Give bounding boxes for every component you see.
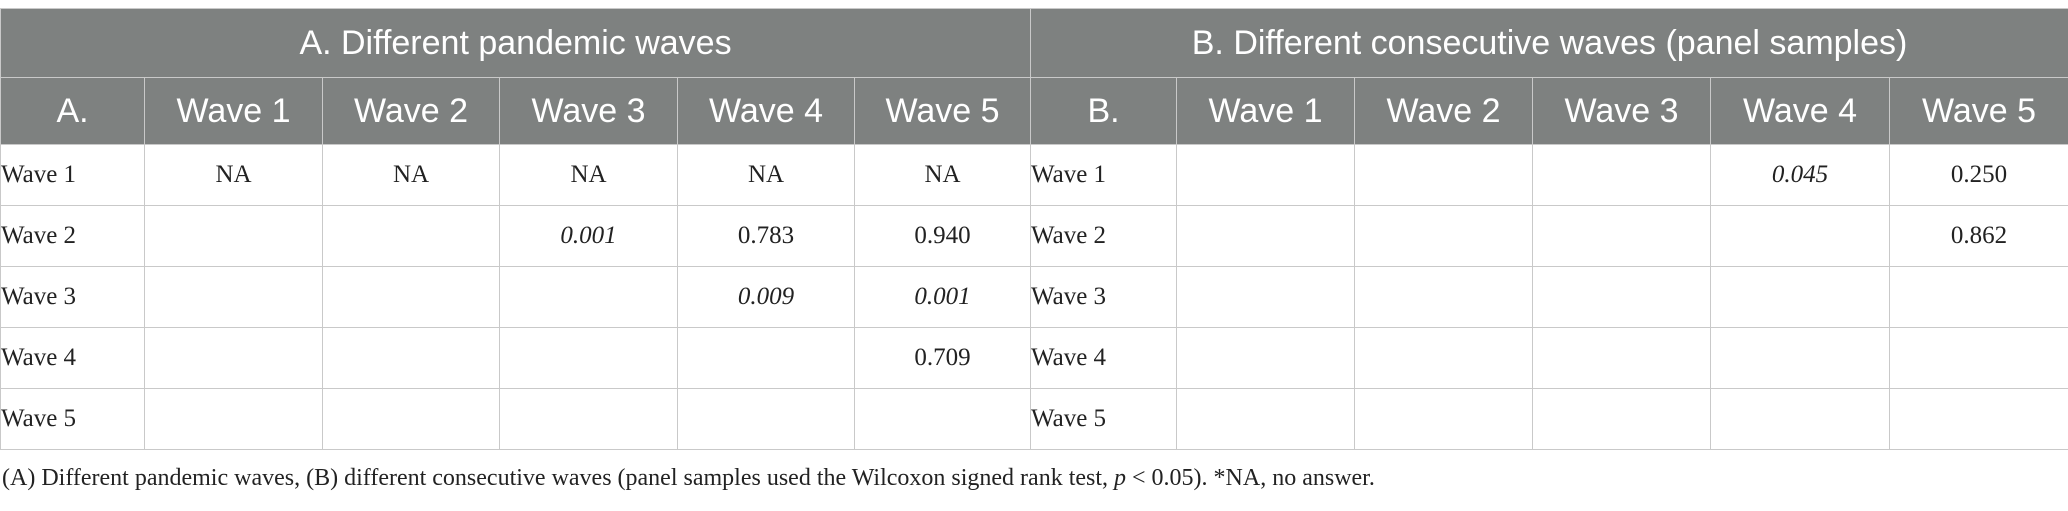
panel-a-col-wave-4: Wave 4: [677, 77, 855, 145]
panel-a-cell: [144, 327, 323, 389]
panel-a-cell: NA: [144, 144, 323, 206]
panel-a-cell: [322, 205, 500, 267]
panel-a-col-wave-3: Wave 3: [499, 77, 678, 145]
table-row: Wave 3 0.009 0.001 Wave 3: [0, 266, 2068, 328]
footnote-text-start: (A) Different pandemic waves, (B) differ…: [2, 465, 1115, 491]
column-header-row: A. Wave 1 Wave 2 Wave 3 Wave 4 Wave 5 B.…: [0, 77, 2068, 145]
panel-b-col-wave-4: Wave 4: [1710, 77, 1891, 145]
footnote-text-end: < 0.05). *NA, no answer.: [1126, 465, 1375, 491]
panel-a-cell: 0.001: [499, 205, 678, 267]
panel-b-cell: [1889, 266, 2068, 328]
panel-b-row-label: Wave 5: [1030, 388, 1178, 450]
panel-a-row-label: Wave 1: [0, 144, 145, 206]
panel-a-row-label: Wave 4: [0, 327, 145, 389]
panel-b-cell: [1176, 388, 1356, 450]
panel-a-title: A. Different pandemic waves: [0, 8, 1032, 78]
panel-b-title: B. Different consecutive waves (panel sa…: [1030, 8, 2068, 78]
panel-a-row-label: Wave 5: [0, 388, 145, 450]
panel-a-cell: NA: [677, 144, 855, 206]
panel-a-cell: [499, 327, 678, 389]
panel-b-cell: [1532, 144, 1712, 206]
footnote-p-symbol: p: [1114, 465, 1127, 491]
panel-b-row-label: Wave 2: [1030, 205, 1178, 267]
panel-a-cell: [322, 388, 500, 450]
panel-a-cell: [853, 388, 1032, 450]
panel-b-cell: [1532, 327, 1712, 389]
panel-b-cell: 0.862: [1889, 205, 2068, 267]
panel-a-cell: [677, 327, 855, 389]
panel-b-cell: [1176, 205, 1356, 267]
results-table: A. Different pandemic waves B. Different…: [0, 8, 2068, 450]
panel-a-col-wave-2: Wave 2: [322, 77, 500, 145]
table-row: Wave 5 Wave 5: [0, 388, 2068, 450]
panel-b-col-wave-5: Wave 5: [1889, 77, 2068, 145]
panel-b-col-wave-2: Wave 2: [1354, 77, 1534, 145]
panel-b-col-wave-3: Wave 3: [1532, 77, 1712, 145]
panel-b-cell: [1354, 327, 1534, 389]
table-row: Wave 2 0.001 0.783 0.940 Wave 2 0.862: [0, 205, 2068, 267]
panel-b-cell: 0.045: [1710, 144, 1891, 206]
panel-b-cell: [1710, 327, 1891, 389]
panel-b-cell: [1354, 144, 1534, 206]
panel-b-cell: [1176, 327, 1356, 389]
panel-a-cell: 0.709: [853, 327, 1032, 389]
panel-b-cell: [1354, 266, 1534, 328]
panel-b-cell: [1710, 266, 1891, 328]
panel-b-cell: [1710, 388, 1891, 450]
panel-b-row-label: Wave 4: [1030, 327, 1178, 389]
panel-a-row-label: Wave 2: [0, 205, 145, 267]
panel-a-cell: NA: [322, 144, 500, 206]
panel-a-cell: [144, 266, 323, 328]
panel-a-cell: [677, 388, 855, 450]
table-footnote: (A) Different pandemic waves, (B) differ…: [2, 465, 2062, 492]
panel-a-cell: [322, 327, 500, 389]
panel-b-cell: [1532, 266, 1712, 328]
panel-a-corner-header: A.: [0, 77, 145, 145]
panel-a-cell: 0.783: [677, 205, 855, 267]
panel-b-cell: [1176, 266, 1356, 328]
panel-b-cell: [1889, 388, 2068, 450]
table-row: Wave 4 0.709 Wave 4: [0, 327, 2068, 389]
panel-a-cell: [144, 205, 323, 267]
panel-b-col-wave-1: Wave 1: [1176, 77, 1356, 145]
panel-a-cell: 0.001: [853, 266, 1032, 328]
panel-a-cell: NA: [853, 144, 1032, 206]
panel-b-cell: 0.250: [1889, 144, 2068, 206]
panel-a-cell: [322, 266, 500, 328]
panel-a-cell: NA: [499, 144, 678, 206]
panel-b-row-label: Wave 3: [1030, 266, 1178, 328]
panel-b-row-label: Wave 1: [1030, 144, 1178, 206]
panel-b-cell: [1532, 388, 1712, 450]
panel-b-cell: [1354, 388, 1534, 450]
panel-b-cell: [1710, 205, 1891, 267]
panel-header-row: A. Different pandemic waves B. Different…: [0, 8, 2068, 78]
panel-b-cell: [1176, 144, 1356, 206]
panel-a-cell: 0.009: [677, 266, 855, 328]
panel-a-cell: [499, 388, 678, 450]
panel-a-cell: 0.940: [853, 205, 1032, 267]
panel-b-cell: [1532, 205, 1712, 267]
panel-a-row-label: Wave 3: [0, 266, 145, 328]
panel-a-cell: [144, 388, 323, 450]
panel-a-col-wave-1: Wave 1: [144, 77, 323, 145]
panel-b-corner-header: B.: [1030, 77, 1178, 145]
panel-a-cell: [499, 266, 678, 328]
panel-b-cell: [1889, 327, 2068, 389]
table-row: Wave 1 NA NA NA NA NA Wave 1 0.045 0.250: [0, 144, 2068, 206]
panel-a-col-wave-5: Wave 5: [853, 77, 1032, 145]
panel-b-cell: [1354, 205, 1534, 267]
